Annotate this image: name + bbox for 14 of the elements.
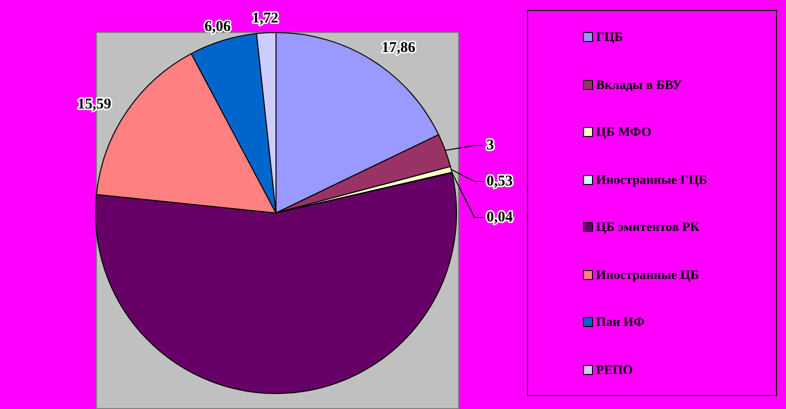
legend-label: ГЦБ	[596, 29, 623, 45]
legend-label: Вклады в БВУ	[596, 76, 682, 92]
data-label: 3	[486, 137, 494, 154]
data-label: 0,04	[486, 209, 514, 226]
legend-label: ЦБ эмитентов РК	[596, 219, 700, 235]
legend-label: ЦБ МФО	[596, 124, 652, 140]
data-label: 17,86	[382, 40, 416, 56]
legend-label: Паи ИФ	[596, 314, 645, 330]
data-label: 0,53	[486, 173, 513, 190]
legend-label: Иностранные ГЦБ	[596, 172, 708, 188]
data-label: 1,72	[252, 10, 278, 27]
legend-label: РЕПО	[596, 362, 633, 378]
legend-label: Иностранные ЦБ	[596, 266, 700, 282]
data-label: 6,06	[204, 18, 232, 35]
